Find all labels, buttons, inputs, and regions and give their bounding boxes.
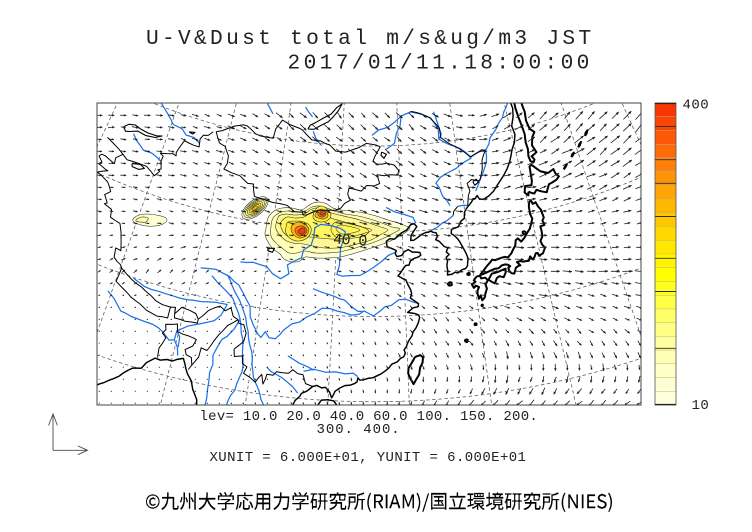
svg-text:400: 400 — [683, 97, 710, 113]
svg-text:40.0: 40.0 — [333, 232, 368, 251]
svg-text:XUNIT = 6.000E+01, YUNIT = 6.0: XUNIT = 6.000E+01, YUNIT = 6.000E+01 — [210, 450, 527, 466]
svg-text:lev= 10.0 20.0 40.0 60.0 100.: lev= 10.0 20.0 40.0 60.0 100. 150. 200. — [200, 409, 539, 425]
svg-text:10: 10 — [692, 398, 710, 414]
svg-text:U-V&Dust total m/s&ug/m3 JST: U-V&Dust total m/s&ug/m3 JST — [146, 27, 594, 51]
svg-text:2017/01/11.18:00:00: 2017/01/11.18:00:00 — [288, 52, 593, 76]
svg-text:300. 400.: 300. 400. — [317, 422, 401, 438]
